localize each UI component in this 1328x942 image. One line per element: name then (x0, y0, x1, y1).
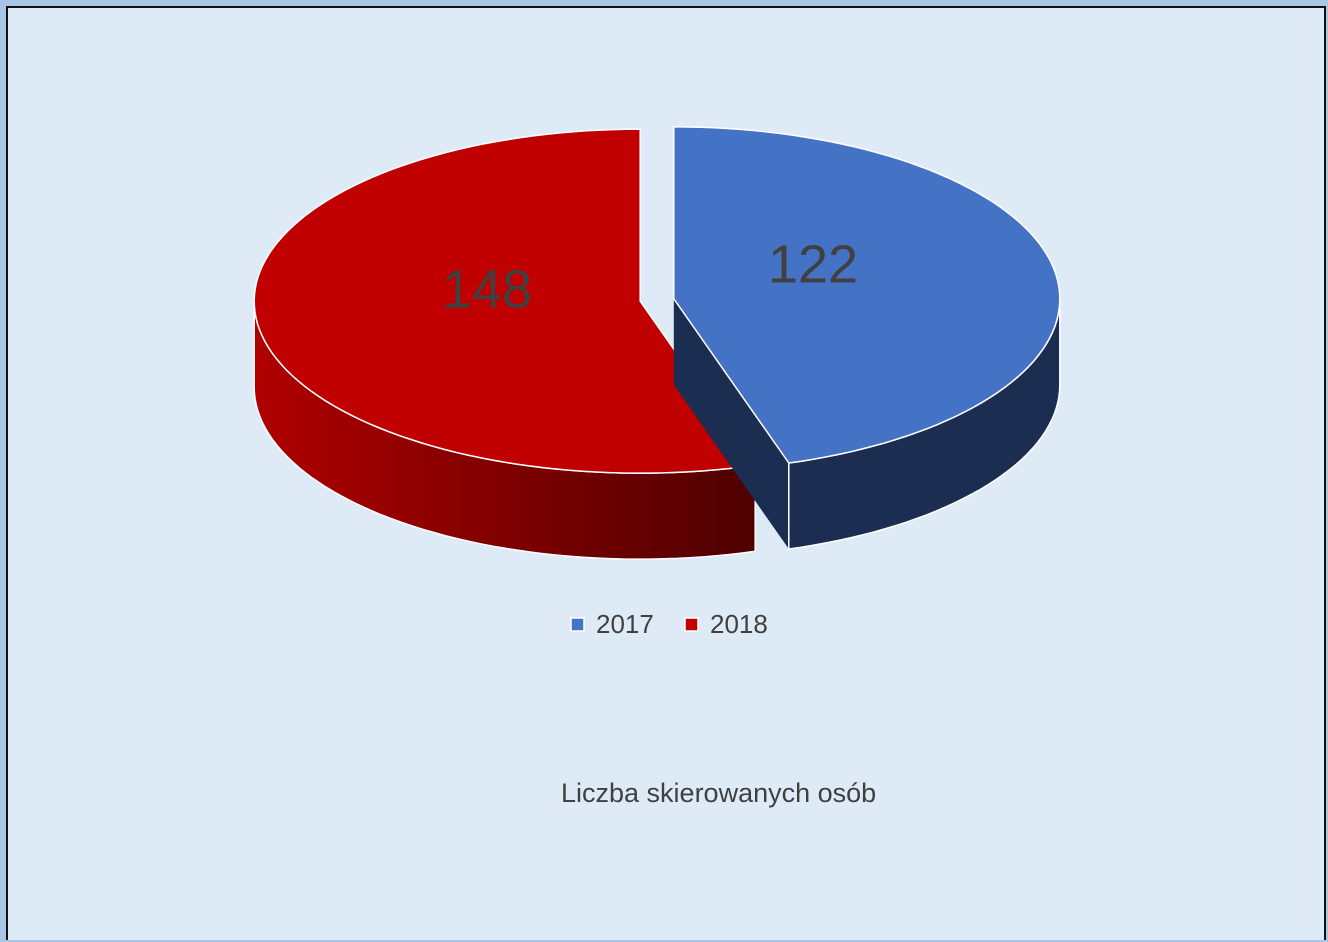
legend-swatch (570, 617, 585, 632)
legend-label: 2018 (710, 609, 768, 639)
slice (673, 126, 1061, 464)
data-label: 148 (442, 259, 532, 319)
legend-swatch (684, 617, 699, 632)
slice (253, 128, 757, 474)
chart-title: Liczba skierowanych osób (561, 778, 876, 808)
data-label: 122 (768, 234, 858, 294)
legend-label: 2017 (596, 609, 654, 639)
slice-face (673, 298, 789, 549)
